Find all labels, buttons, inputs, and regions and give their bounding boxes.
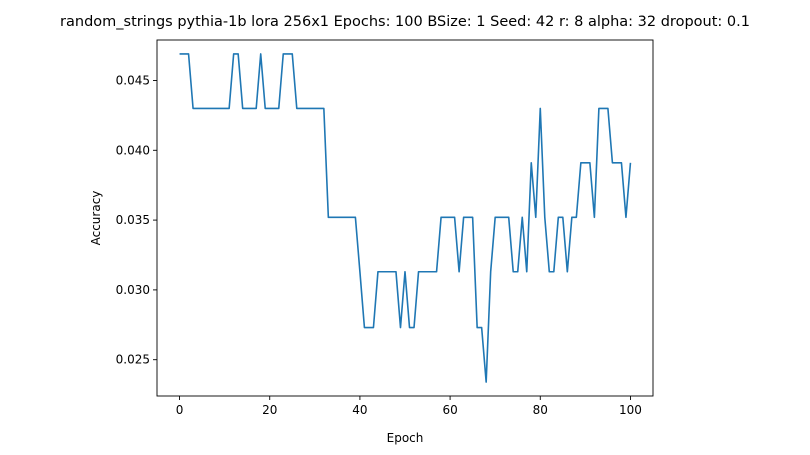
chart-title: random_strings pythia-1b lora 256x1 Epoc… xyxy=(60,14,750,30)
x-tick-label: 60 xyxy=(442,403,457,417)
plot-frame xyxy=(156,39,654,397)
x-tick-label: 40 xyxy=(352,403,367,417)
x-tick-label: 80 xyxy=(533,403,548,417)
y-axis: 0.025 0.030 0.035 0.040 0.045 xyxy=(116,73,157,367)
accuracy-series-line xyxy=(179,53,632,383)
y-tick-label: 0.025 xyxy=(116,353,150,367)
y-axis-label: Accuracy xyxy=(89,191,103,246)
y-tick-label: 0.045 xyxy=(116,73,150,87)
x-tick-label: 20 xyxy=(262,403,277,417)
x-axis-label: Epoch xyxy=(387,431,424,445)
x-axis: 0 20 40 60 80 100 xyxy=(176,396,642,417)
plot-area: 0 20 40 60 80 100 0.025 0.030 0.035 0.040 0.045 xyxy=(116,39,654,417)
y-tick-label: 0.030 xyxy=(116,283,150,297)
y-tick-label: 0.035 xyxy=(116,213,150,227)
y-tick-label: 0.040 xyxy=(116,143,150,157)
x-tick-label: 0 xyxy=(176,403,184,417)
x-tick-label: 100 xyxy=(619,403,642,417)
